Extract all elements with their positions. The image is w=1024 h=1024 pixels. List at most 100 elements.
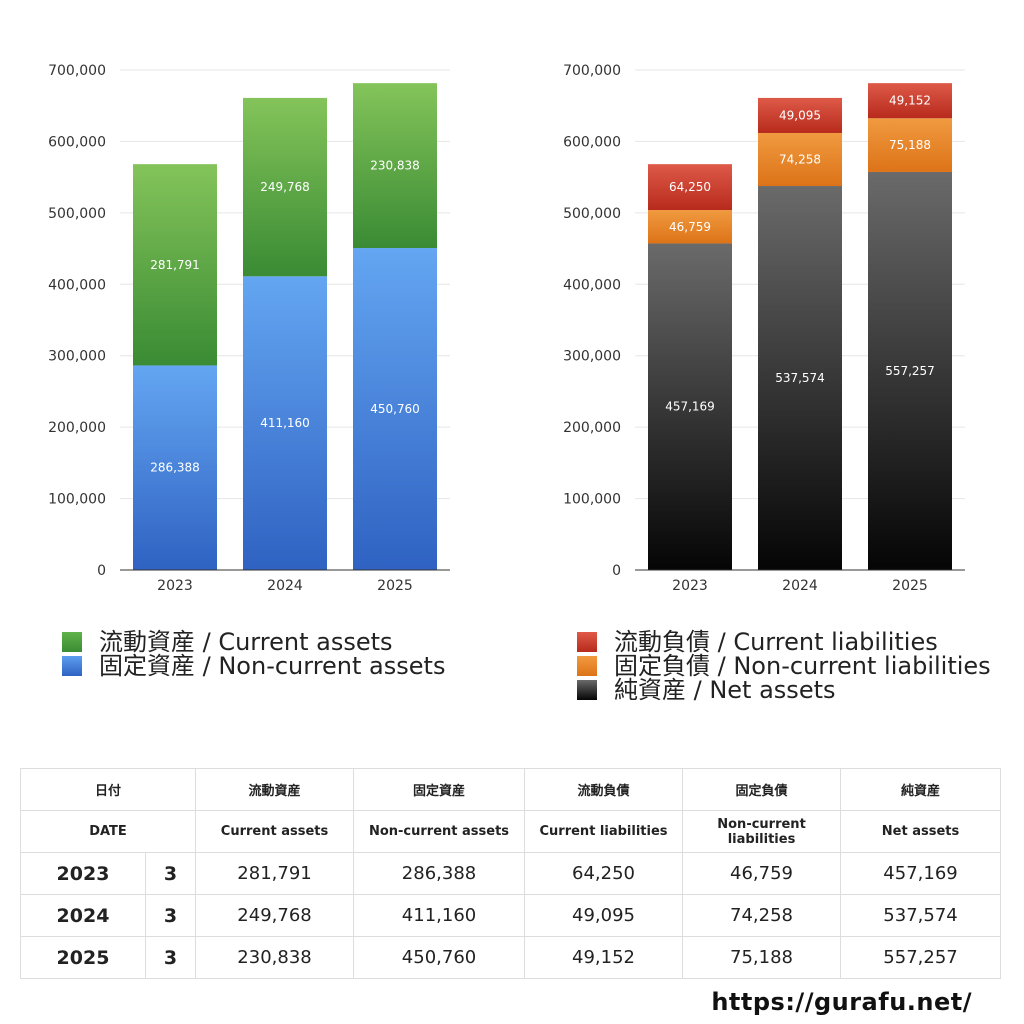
header-noncurrent-liabilities-jp: 固定負債 <box>682 768 842 811</box>
y-tick-label: 500,000 <box>563 206 621 222</box>
bar-non-current-assets <box>133 365 217 570</box>
legend-swatch-current-liabilities <box>577 632 597 652</box>
data-label: 281,791 <box>150 258 200 272</box>
legend-item-current-liabilities: 流動負債 / Current liabilities <box>577 630 991 654</box>
header-current-assets-en: Current assets <box>195 810 355 853</box>
y-tick-label: 700,000 <box>48 63 106 79</box>
bar-current-assets <box>243 97 327 277</box>
y-tick-label: 400,000 <box>48 277 106 293</box>
x-tick-label: 2025 <box>377 578 413 594</box>
bar-current-liabilities <box>758 97 842 133</box>
liabilities-legend: 流動負債 / Current liabilities 固定負債 / Non-cu… <box>577 630 991 702</box>
bar-current-assets <box>133 164 217 366</box>
bar-net-assets <box>758 186 842 571</box>
data-label: 46,759 <box>669 220 711 234</box>
data-table: 日付 流動資産 固定資産 流動負債 固定負債 純資産 DATE Current … <box>19 768 1002 979</box>
cell-current-assets: 249,768 <box>195 894 355 937</box>
y-tick-label: 600,000 <box>48 134 106 150</box>
assets-legend: 流動資産 / Current assets 固定資産 / Non-current… <box>62 630 445 678</box>
legend-label-net-assets: 純資産 / Net assets <box>614 676 836 704</box>
table-row: 2025 3 230,838 450,760 49,152 75,188 557… <box>20 936 1002 979</box>
cell-current-liabilities: 64,250 <box>524 852 684 895</box>
header-date-en: DATE <box>19 810 197 853</box>
y-tick-label: 400,000 <box>563 277 621 293</box>
cell-year: 2023 <box>20 852 146 895</box>
header-noncurrent-liabilities-en: Non-current liabilities <box>682 810 842 853</box>
cell-current-assets: 281,791 <box>195 852 355 895</box>
cell-noncurrent-assets: 450,760 <box>353 936 526 979</box>
legend-label-noncurrent-assets: 固定資産 / Non-current assets <box>99 652 446 680</box>
bar-net-assets <box>648 243 732 570</box>
data-label: 74,258 <box>779 152 821 166</box>
data-label: 411,160 <box>260 416 310 430</box>
data-label: 537,574 <box>775 371 825 385</box>
header-net-assets-en: Net assets <box>840 810 1002 853</box>
legend-swatch-noncurrent-assets <box>62 656 82 676</box>
bar-non-current-liabilities <box>758 132 842 187</box>
header-current-liabilities-jp: 流動負債 <box>524 768 684 811</box>
y-tick-label: 700,000 <box>563 63 621 79</box>
cell-month: 3 <box>144 894 197 937</box>
data-label: 450,760 <box>370 402 420 416</box>
cell-current-assets: 230,838 <box>195 936 355 979</box>
cell-net-assets: 557,257 <box>840 936 1002 979</box>
cell-month: 3 <box>144 936 197 979</box>
y-tick-label: 0 <box>97 563 106 579</box>
table-row: 2023 3 281,791 286,388 64,250 46,759 457… <box>20 852 1002 895</box>
cell-net-assets: 537,574 <box>840 894 1002 937</box>
bar-net-assets <box>868 171 952 570</box>
header-net-assets-jp: 純資産 <box>840 768 1002 811</box>
legend-item-noncurrent-liabilities: 固定負債 / Non-current liabilities <box>577 654 991 678</box>
x-tick-label: 2024 <box>782 578 818 594</box>
x-tick-label: 2025 <box>892 578 928 594</box>
header-noncurrent-assets-jp: 固定資産 <box>353 768 526 811</box>
cell-noncurrent-assets: 411,160 <box>353 894 526 937</box>
data-label: 286,388 <box>150 461 200 475</box>
header-current-liabilities-en: Current liabilities <box>524 810 684 853</box>
table-row: 2024 3 249,768 411,160 49,095 74,258 537… <box>20 894 1002 937</box>
chart-svg: 0 100,000 200,000 300,000 400,000 500,000 600,… <box>48 63 450 594</box>
data-label: 49,152 <box>889 94 931 108</box>
legend-item-noncurrent-assets: 固定資産 / Non-current assets <box>62 654 445 678</box>
cell-noncurrent-liabilities: 74,258 <box>682 894 842 937</box>
cell-noncurrent-liabilities: 75,188 <box>682 936 842 979</box>
table-header-row-en: DATE Current assets Non-current assets C… <box>19 810 1002 853</box>
data-label: 64,250 <box>669 180 711 194</box>
data-label: 557,257 <box>885 364 935 378</box>
bar-current-assets <box>353 83 437 249</box>
cell-year: 2024 <box>20 894 146 937</box>
cell-year: 2025 <box>20 936 146 979</box>
cell-month: 3 <box>144 852 197 895</box>
legend-label-noncurrent-liabilities: 固定負債 / Non-current liabilities <box>614 652 991 680</box>
y-tick-label: 300,000 <box>48 349 106 365</box>
legend-label-current-assets: 流動資産 / Current assets <box>99 628 393 656</box>
data-label: 457,169 <box>665 400 715 414</box>
data-label: 75,188 <box>889 138 931 152</box>
legend-label-current-liabilities: 流動負債 / Current liabilities <box>614 628 938 656</box>
data-label: 230,838 <box>370 159 420 173</box>
cell-noncurrent-assets: 286,388 <box>353 852 526 895</box>
legend-swatch-noncurrent-liabilities <box>577 656 597 676</box>
data-table-container: 日付 流動資産 固定資産 流動負債 固定負債 純資産 DATE Current … <box>19 768 1002 979</box>
data-label: 49,095 <box>779 108 821 122</box>
x-tick-label: 2023 <box>672 578 708 594</box>
table-header-row-jp: 日付 流動資産 固定資産 流動負債 固定負債 純資産 <box>19 768 1002 811</box>
bar-non-current-liabilities <box>868 118 952 172</box>
assets-chart: 0 100,000 200,000 300,000 400,000 500,000 600,… <box>10 50 490 610</box>
legend-item-net-assets: 純資産 / Net assets <box>577 678 991 702</box>
bar-current-liabilities <box>868 83 952 119</box>
y-tick-label: 100,000 <box>48 492 106 508</box>
y-tick-label: 200,000 <box>48 420 106 436</box>
site-url: https://gurafu.net/ <box>711 988 972 1016</box>
bar-non-current-assets <box>243 276 327 570</box>
x-tick-label: 2023 <box>157 578 193 594</box>
header-noncurrent-assets-en: Non-current assets <box>353 810 526 853</box>
cell-net-assets: 457,169 <box>840 852 1002 895</box>
y-tick-label: 0 <box>612 563 621 579</box>
cell-noncurrent-liabilities: 46,759 <box>682 852 842 895</box>
y-tick-label: 300,000 <box>563 349 621 365</box>
bar-current-liabilities <box>648 164 732 211</box>
bar-non-current-liabilities <box>648 210 732 244</box>
cell-current-liabilities: 49,095 <box>524 894 684 937</box>
legend-item-current-assets: 流動資産 / Current assets <box>62 630 445 654</box>
